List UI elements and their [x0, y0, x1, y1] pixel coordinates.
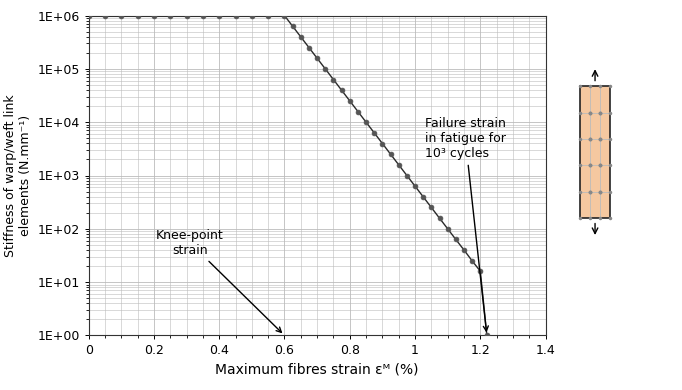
X-axis label: Maximum fibres strain εᴹ (%): Maximum fibres strain εᴹ (%)	[216, 363, 419, 377]
Text: Failure strain
in fatigue for
10³ cycles: Failure strain in fatigue for 10³ cycles	[425, 117, 506, 331]
Text: Knee-point
strain: Knee-point strain	[156, 229, 282, 332]
Y-axis label: Stiffness of warp/weft link
elements (N.mm⁻¹): Stiffness of warp/weft link elements (N.…	[3, 94, 31, 257]
Bar	[580, 86, 610, 218]
